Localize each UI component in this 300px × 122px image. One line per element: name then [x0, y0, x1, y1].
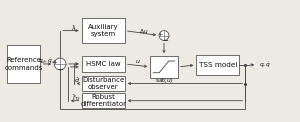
Circle shape [54, 58, 66, 70]
Text: sat$(u)$: sat$(u)$ [154, 76, 173, 85]
Text: Auxiliary
system: Auxiliary system [88, 24, 118, 37]
Text: $q_d,\dot{q}_d$: $q_d,\dot{q}_d$ [38, 56, 56, 66]
Text: TSS model: TSS model [199, 62, 237, 68]
Text: Robust
differentiator: Robust differentiator [80, 94, 126, 107]
Circle shape [159, 31, 169, 40]
Text: $\hat{f}_{72}$: $\hat{f}_{72}$ [72, 92, 81, 103]
Bar [82, 18, 125, 43]
Text: $u$: $u$ [135, 58, 140, 65]
Text: $-$: $-$ [162, 36, 169, 42]
Text: Disturbance
observer: Disturbance observer [82, 77, 124, 90]
Text: +: + [52, 60, 58, 65]
Text: $\Delta u$: $\Delta u$ [139, 27, 148, 35]
Bar [7, 45, 41, 83]
Bar [82, 76, 125, 91]
Bar [196, 55, 239, 75]
Text: $-$: $-$ [58, 65, 64, 71]
Bar [82, 93, 125, 108]
Text: Reference
commands: Reference commands [4, 57, 43, 71]
Bar [150, 56, 178, 78]
Text: HSMC law: HSMC law [86, 61, 121, 67]
Text: $\hat{d}$: $\hat{d}$ [74, 75, 80, 85]
Text: +: + [157, 32, 162, 37]
Text: $q,\dot{q}$: $q,\dot{q}$ [259, 60, 272, 70]
Text: $\hat{\lambda}$: $\hat{\lambda}$ [71, 23, 76, 33]
Bar [82, 56, 125, 72]
